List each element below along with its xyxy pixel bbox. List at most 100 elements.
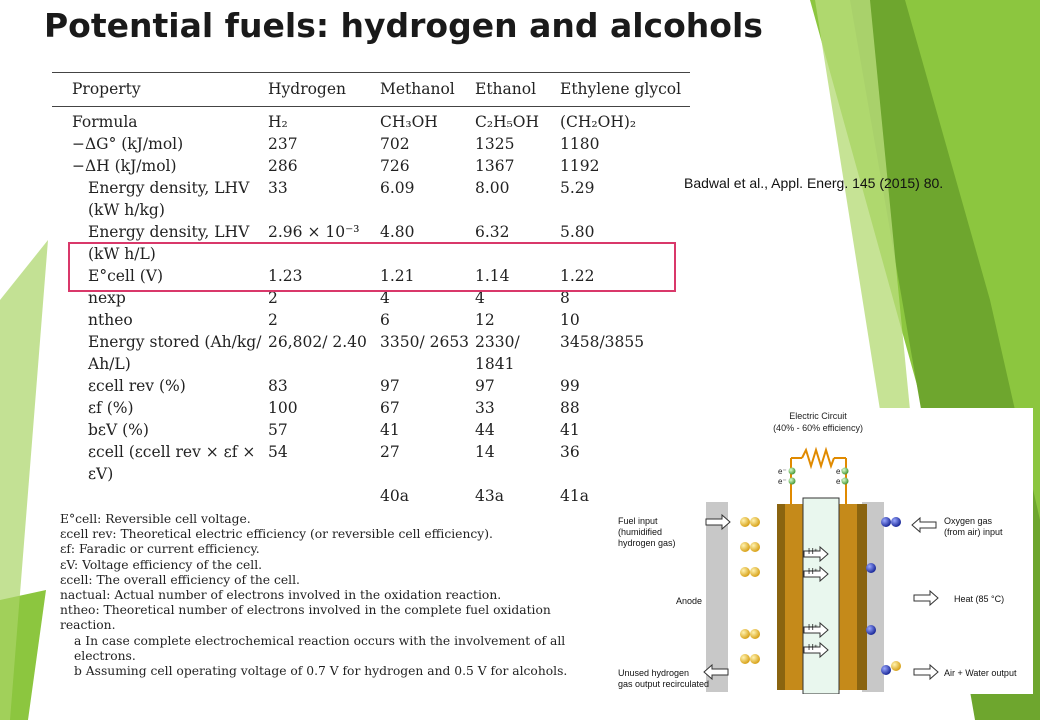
cell-ethylene-glycol: 5.29: [560, 179, 595, 197]
cell-ethylene-glycol: 88: [560, 399, 580, 417]
cell-hydrogen: 83: [268, 377, 288, 395]
cell-ethylene-glycol: 1180: [560, 135, 600, 153]
arrow-right-icon: [803, 621, 829, 639]
cell-hydrogen: 2: [268, 289, 278, 307]
cell-ethanol: 43a: [475, 487, 504, 505]
table-row: Energy density, LHV (kW h/kg) 33 6.09 8.…: [52, 177, 690, 221]
heat-label: Heat (85 °C): [954, 594, 1004, 604]
cell-property: E°cell (V): [88, 267, 164, 285]
oxygen-molecule-icons: [866, 517, 901, 675]
oxygen-input-label-line2: (from air) input: [944, 527, 1003, 537]
header-ethanol: Ethanol: [475, 80, 537, 98]
table-row: −ΔG° (kJ/mol) 237 702 1325 1180: [52, 133, 690, 155]
cell-hydrogen: 2: [268, 311, 278, 329]
cell-ethanol: 12: [475, 311, 495, 329]
cell-hydrogen: 54: [268, 443, 288, 461]
cell-ethylene-glycol: (CH₂OH)₂: [560, 113, 637, 131]
cell-methanol: 6.09: [380, 179, 415, 197]
header-property: Property: [72, 80, 141, 98]
footnote: εcell rev: Theoretical electric efficien…: [60, 527, 493, 542]
table-row: bεV (%) 57 41 44 41: [52, 419, 690, 441]
table-footnotes: E°cell: Reversible cell voltage. εcell r…: [60, 512, 580, 679]
footnote: ntheo: Theoretical number of electrons i…: [60, 603, 551, 633]
unused-hydrogen-label: Unused hydrogen: [618, 668, 689, 678]
cell-methanol: 41: [380, 421, 400, 439]
header-hydrogen: Hydrogen: [268, 80, 347, 98]
cell-ethylene-glycol: 41: [560, 421, 580, 439]
table-row: −ΔH (kJ/mol) 286 726 1367 1192: [52, 155, 690, 177]
citation-text: Badwal et al., Appl. Energ. 145 (2015) 8…: [684, 175, 944, 191]
cell-methanol: 702: [380, 135, 410, 153]
cell-ethanol: 2330/ 1841: [475, 333, 520, 373]
circuit-efficiency: (40% - 60% efficiency): [773, 423, 863, 433]
fuel-input-label-line3: hydrogen gas): [618, 538, 676, 548]
proton-label: H⁺: [808, 567, 818, 576]
footnote: E°cell: Reversible cell voltage.: [60, 512, 251, 526]
fuel-input-label-line2: (humidified: [618, 527, 662, 537]
cell-hydrogen: 286: [268, 157, 298, 175]
cell-hydrogen: 26,802/ 2.40: [268, 333, 367, 351]
table-header-row: Property Hydrogen Methanol Ethanol Ethyl…: [52, 73, 690, 106]
cell-ethanol: 1367: [475, 157, 515, 175]
table-row: Formula H₂ CH₃OH C₂H₅OH (CH₂OH)₂: [52, 107, 690, 133]
cell-methanol: 4.80: [380, 223, 415, 241]
cell-methanol: 40a: [380, 487, 409, 505]
cell-property: εcell (εcell rev × εf × εV): [88, 443, 256, 483]
footnote: εcell: The overall efficiency of the cel…: [60, 572, 300, 587]
highlight-box: [68, 242, 676, 292]
arrow-right-icon: [705, 513, 731, 531]
cell-ethylene-glycol: 10: [560, 311, 580, 329]
cell-hydrogen: H₂: [268, 113, 288, 131]
cell-hydrogen: 1.23: [268, 267, 303, 285]
air-water-output-label: Air + Water output: [944, 668, 1017, 678]
cell-property: −ΔG° (kJ/mol): [72, 135, 184, 153]
table-row: ntheo 2 6 12 10: [52, 309, 690, 331]
arrow-left-icon: [703, 663, 729, 681]
cell-property: Energy stored (Ah/kg/ Ah/L): [88, 333, 262, 373]
fuel-properties-table: Property Hydrogen Methanol Ethanol Ethyl…: [52, 72, 692, 507]
cell-ethylene-glycol: 41a: [560, 487, 589, 505]
cell-ethanol: 8.00: [475, 179, 510, 197]
cell-property: Energy density, LHV (kW h/kg): [88, 179, 250, 219]
electron-label: e⁻: [836, 467, 845, 476]
cell-ethanol: 44: [475, 421, 495, 439]
proton-label: H⁺: [808, 623, 818, 632]
slide-title: Potential fuels: hydrogen and alcohols: [44, 6, 763, 45]
cell-property: ntheo: [88, 311, 133, 329]
cell-hydrogen: [268, 485, 380, 507]
cell-methanol: 3350/ 2653: [380, 333, 470, 351]
table-row: εf (%) 100 67 33 88: [52, 397, 690, 419]
table-row: 40a 43a 41a: [52, 485, 690, 507]
table-row: nexp 2 4 4 8: [52, 287, 690, 309]
fuel-input-label: Fuel input: [618, 516, 658, 526]
cell-ethylene-glycol: 5.80: [560, 223, 595, 241]
resistor-icon: [801, 446, 835, 470]
cell-ethylene-glycol: 99: [560, 377, 580, 395]
cell-property: εcell rev (%): [88, 377, 186, 395]
cell-property: nexp: [88, 289, 126, 307]
cell-hydrogen: 33: [268, 179, 288, 197]
cell-methanol: 67: [380, 399, 400, 417]
arrow-right-icon: [803, 565, 829, 583]
cell-property: [52, 485, 268, 507]
arrow-right-icon: [803, 545, 829, 563]
footnote: b Assuming cell operating voltage of 0.7…: [74, 664, 568, 679]
proton-label: H⁺: [808, 643, 818, 652]
cell-hydrogen: 2.96 × 10⁻³: [268, 223, 360, 241]
cell-property: Energy density, LHV (kW h/L): [88, 223, 250, 263]
table-row: εcell rev (%) 83 97 97 99: [52, 375, 690, 397]
cell-ethanol: 1.14: [475, 267, 510, 285]
footnote: εf: Faradic or current efficiency.: [60, 542, 260, 557]
arrow-right-icon: [913, 663, 939, 681]
cell-methanol: 1.21: [380, 267, 415, 285]
electron-label: e⁻: [778, 467, 787, 476]
cell-ethanol: 14: [475, 443, 495, 461]
cell-ethylene-glycol: 1.22: [560, 267, 595, 285]
fuel-cell-diagram: Electric Circuit (40% - 60% efficiency) …: [614, 408, 1033, 694]
table-header-rule: [52, 106, 690, 107]
cell-ethanol: 33: [475, 399, 495, 417]
cell-methanol: 4: [380, 289, 390, 307]
arrow-right-icon: [913, 589, 939, 607]
cell-ethanol: 1325: [475, 135, 515, 153]
anode-label: Anode: [676, 596, 702, 606]
